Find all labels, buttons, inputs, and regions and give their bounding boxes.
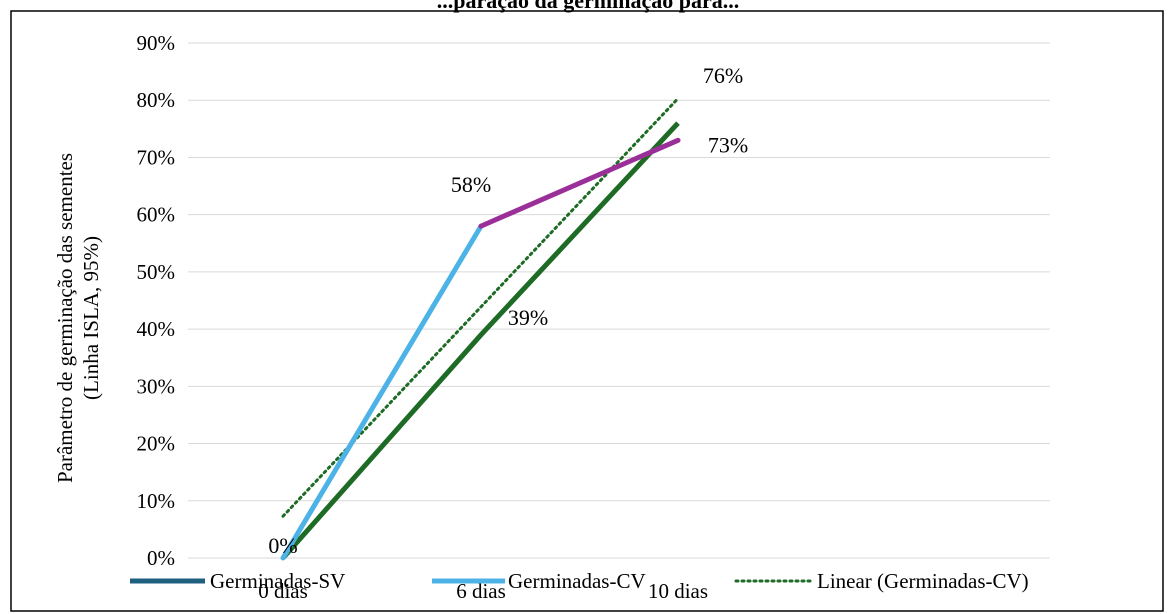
data-label: 73% <box>708 132 748 157</box>
y-axis-label-line1: Parâmetro de germinação das sementes <box>53 153 77 483</box>
series-germinadas-cv-segment-2 <box>478 137 681 229</box>
legend-label: Linear (Germinadas-CV) <box>817 569 1029 593</box>
y-tick-label: 60% <box>137 203 176 227</box>
y-tick-label: 10% <box>137 489 176 513</box>
y-tick-label: 50% <box>137 260 176 284</box>
series-linear-trend <box>281 97 680 518</box>
y-tick-label: 0% <box>147 546 175 570</box>
y-tick-label: 90% <box>137 31 176 55</box>
y-tick-labels: 0% 10% 20% 30% 40% 50% 60% 70% 80% 90% <box>137 31 176 570</box>
data-label: 76% <box>703 63 743 88</box>
y-tick-label: 70% <box>137 145 176 169</box>
x-tick-label: 0 dias <box>258 579 308 603</box>
data-label: 39% <box>508 305 548 330</box>
chart-border <box>10 10 1164 612</box>
legend-label: Germinadas-CV <box>508 569 646 593</box>
legend-label: Germinadas-SV <box>210 569 345 593</box>
series-germinadas-sv <box>281 121 680 560</box>
series-germinadas-cv-segment-1 <box>280 223 484 561</box>
y-tick-label: 30% <box>137 374 176 398</box>
data-label: 0% <box>268 533 297 558</box>
chart-title: ...paração da germinação para... <box>437 0 739 13</box>
y-axis-label-line2: (Linha ISLA, 95%) <box>79 236 103 400</box>
x-tick-label: 10 dias <box>648 579 708 603</box>
legend-item-germinadas-sv: Germinadas-SV <box>130 569 345 593</box>
data-label: 58% <box>451 172 491 197</box>
y-tick-label: 20% <box>137 432 176 456</box>
legend-item-linear: Linear (Germinadas-CV) <box>734 569 1029 593</box>
legend: Germinadas-SV Germinadas-CV Linear (Germin… <box>130 569 1029 593</box>
y-tick-label: 80% <box>137 88 176 112</box>
legend-item-germinadas-cv: Germinadas-CV <box>432 569 646 593</box>
y-tick-label: 40% <box>137 317 176 341</box>
x-tick-labels: 0 dias 6 dias 10 dias <box>258 579 708 603</box>
series-lines <box>280 97 681 561</box>
data-labels: 0% 39% 76% 58% 73% <box>268 63 748 558</box>
